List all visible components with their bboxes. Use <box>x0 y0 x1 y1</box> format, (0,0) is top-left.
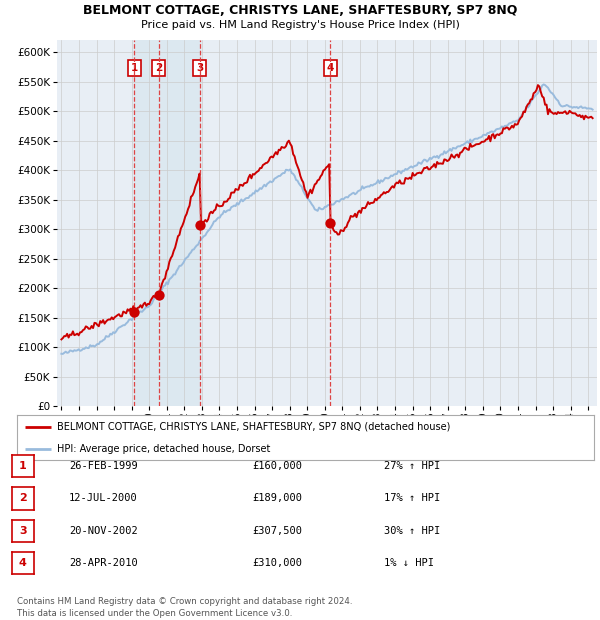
Text: 20-NOV-2002: 20-NOV-2002 <box>69 526 138 536</box>
Text: £189,000: £189,000 <box>252 494 302 503</box>
Text: 1: 1 <box>131 63 138 73</box>
Text: 1% ↓ HPI: 1% ↓ HPI <box>384 558 434 568</box>
Text: £307,500: £307,500 <box>252 526 302 536</box>
Text: Price paid vs. HM Land Registry's House Price Index (HPI): Price paid vs. HM Land Registry's House … <box>140 20 460 30</box>
Text: 1: 1 <box>19 461 26 471</box>
Text: 4: 4 <box>19 558 27 568</box>
Text: 26-FEB-1999: 26-FEB-1999 <box>69 461 138 471</box>
Point <box>326 218 335 228</box>
Text: 27% ↑ HPI: 27% ↑ HPI <box>384 461 440 471</box>
Bar <box>134 40 200 406</box>
Text: HPI: Average price, detached house, Dorset: HPI: Average price, detached house, Dors… <box>57 444 271 454</box>
Text: £310,000: £310,000 <box>252 558 302 568</box>
Text: 4: 4 <box>327 63 334 73</box>
Text: 17% ↑ HPI: 17% ↑ HPI <box>384 494 440 503</box>
Text: 3: 3 <box>196 63 203 73</box>
Text: Contains HM Land Registry data © Crown copyright and database right 2024.
This d: Contains HM Land Registry data © Crown c… <box>17 596 352 618</box>
Text: 12-JUL-2000: 12-JUL-2000 <box>69 494 138 503</box>
Text: BELMONT COTTAGE, CHRISTYS LANE, SHAFTESBURY, SP7 8NQ (detached house): BELMONT COTTAGE, CHRISTYS LANE, SHAFTESB… <box>57 422 451 432</box>
Text: £160,000: £160,000 <box>252 461 302 471</box>
Text: 2: 2 <box>19 494 26 503</box>
Point <box>154 290 163 299</box>
Text: 2: 2 <box>155 63 162 73</box>
Text: 3: 3 <box>19 526 26 536</box>
Point <box>195 219 205 229</box>
Text: 30% ↑ HPI: 30% ↑ HPI <box>384 526 440 536</box>
Text: BELMONT COTTAGE, CHRISTYS LANE, SHAFTESBURY, SP7 8NQ: BELMONT COTTAGE, CHRISTYS LANE, SHAFTESB… <box>83 4 517 17</box>
Text: 28-APR-2010: 28-APR-2010 <box>69 558 138 568</box>
Point <box>130 307 139 317</box>
